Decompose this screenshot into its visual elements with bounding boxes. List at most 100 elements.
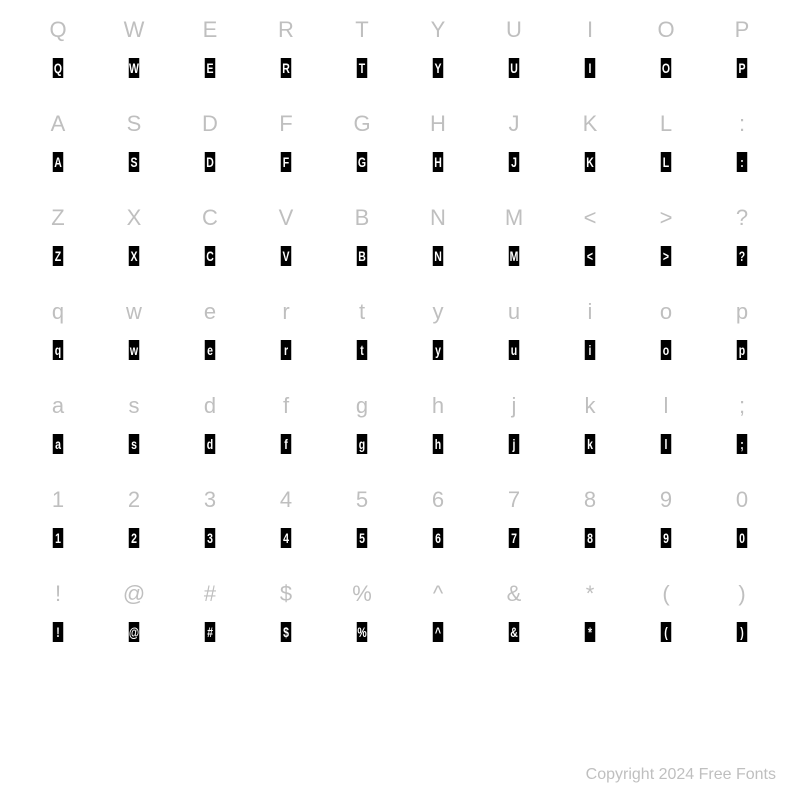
char-cell: pp [704,292,780,386]
sample-character: H [431,144,445,172]
sample-character: M [507,238,521,266]
glyph-box: M [509,246,520,266]
glyph-box: ? [737,246,748,266]
char-cell: %% [324,574,400,668]
sample-character: 2 [127,520,141,548]
glyph-box: 1 [53,528,64,548]
reference-character: # [204,574,216,614]
sample-character: h [431,426,445,454]
sample-character: P [735,50,749,78]
sample-character: 3 [203,520,217,548]
char-cell: 77 [476,480,552,574]
glyph-box: r [281,340,292,360]
sample-character: ; [735,426,749,454]
sample-character: F [279,144,293,172]
glyph-box: D [205,152,216,172]
sample-character: l [659,426,673,454]
sample-character: @ [127,614,141,642]
reference-character: R [278,10,294,50]
char-cell: 88 [552,480,628,574]
reference-character: k [585,386,596,426]
sample-character: 6 [431,520,445,548]
char-cell: $$ [248,574,324,668]
char-cell: ?? [704,198,780,292]
sample-character: E [203,50,217,78]
char-cell: >> [628,198,704,292]
char-cell: ee [172,292,248,386]
char-cell: aa [20,386,96,480]
sample-character: a [51,426,65,454]
glyph-box: j [509,434,520,454]
reference-character: e [204,292,216,332]
sample-character: Z [51,238,65,266]
char-cell: gg [324,386,400,480]
reference-character: V [279,198,294,238]
glyph-box: B [357,246,368,266]
glyph-box: s [129,434,140,454]
sample-character: f [279,426,293,454]
char-cell: ZZ [20,198,96,292]
glyph-box: W [129,58,140,78]
reference-character: D [202,104,218,144]
sample-character: : [735,144,749,172]
char-cell: GG [324,104,400,198]
char-cell: ## [172,574,248,668]
sample-character: N [431,238,445,266]
sample-character: < [583,238,597,266]
char-cell: HH [400,104,476,198]
glyph-box: 5 [357,528,368,548]
glyph-box: l [661,434,672,454]
sample-character: V [279,238,293,266]
reference-character: j [512,386,517,426]
reference-character: G [353,104,370,144]
sample-character: & [507,614,521,642]
char-cell: UU [476,10,552,104]
glyph-box: u [509,340,520,360]
sample-character: q [51,332,65,360]
sample-character: 5 [355,520,369,548]
sample-character: k [583,426,597,454]
sample-character: D [203,144,217,172]
glyph-box: C [205,246,216,266]
char-cell: )) [704,574,780,668]
char-cell: PP [704,10,780,104]
sample-character: 8 [583,520,597,548]
reference-character: 8 [584,480,596,520]
glyph-box: k [585,434,596,454]
character-map-grid: QQWWEERRTTYYUUIIOOPPAASSDDFFGGHHJJKKLL::… [20,10,780,668]
reference-character: ^ [433,574,443,614]
glyph-box: t [357,340,368,360]
sample-character: Q [51,50,65,78]
reference-character: W [124,10,145,50]
sample-character: U [507,50,521,78]
char-cell: ** [552,574,628,668]
glyph-box: g [357,434,368,454]
reference-character: : [739,104,745,144]
glyph-box: ( [661,622,672,642]
char-cell: ^^ [400,574,476,668]
char-cell: 11 [20,480,96,574]
reference-character: Z [51,198,64,238]
reference-character: 5 [356,480,368,520]
reference-character: % [352,574,372,614]
glyph-box: d [205,434,216,454]
glyph-box: 7 [509,528,520,548]
reference-character: ? [736,198,748,238]
sample-character: 9 [659,520,673,548]
char-cell: :: [704,104,780,198]
glyph-box: * [585,622,596,642]
char-cell: ll [628,386,704,480]
char-cell: QQ [20,10,96,104]
glyph-box: 4 [281,528,292,548]
reference-character: g [356,386,368,426]
reference-character: f [283,386,289,426]
glyph-box: I [585,58,596,78]
char-cell: yy [400,292,476,386]
char-cell: SS [96,104,172,198]
glyph-box: f [281,434,292,454]
reference-character: S [127,104,142,144]
reference-character: 2 [128,480,140,520]
glyph-box: ; [737,434,748,454]
glyph-box: U [509,58,520,78]
glyph-box: O [661,58,672,78]
